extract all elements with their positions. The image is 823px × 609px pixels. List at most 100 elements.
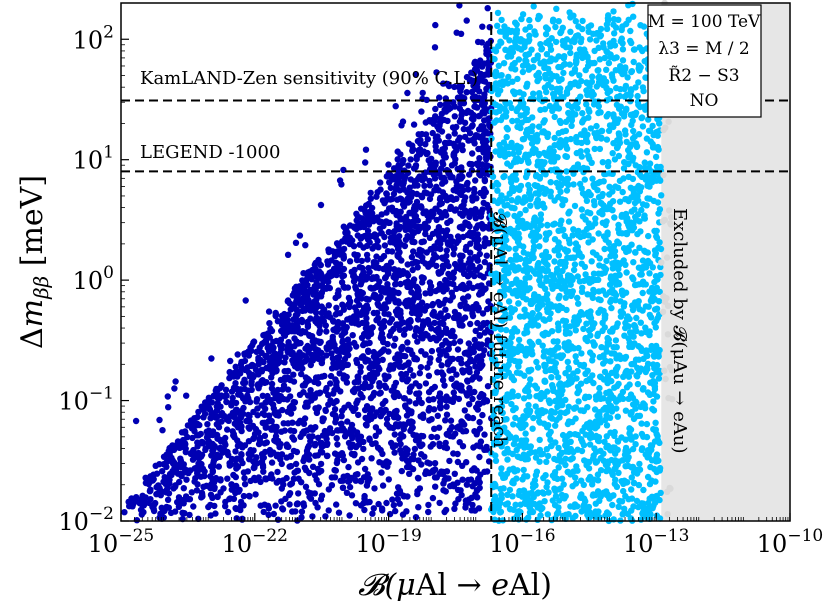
scatter-point bbox=[387, 184, 394, 192]
scatter-point bbox=[315, 374, 322, 381]
scatter-point bbox=[439, 159, 446, 166]
scatter-point bbox=[520, 199, 527, 206]
scatter-point bbox=[578, 253, 585, 260]
scatter-point bbox=[446, 457, 453, 465]
scatter-point bbox=[567, 28, 574, 35]
scatter-point bbox=[411, 445, 419, 453]
scatter-point bbox=[449, 433, 457, 440]
scatter-point bbox=[334, 321, 341, 329]
scatter-point bbox=[445, 82, 453, 90]
scatter-point bbox=[226, 368, 233, 376]
scatter-point bbox=[518, 15, 525, 23]
scatter-point bbox=[483, 397, 490, 404]
scatter-point bbox=[395, 289, 402, 297]
scatter-point bbox=[431, 251, 438, 258]
scatter-point bbox=[333, 459, 341, 467]
scatter-point bbox=[463, 459, 470, 466]
scatter-point bbox=[417, 328, 424, 335]
scatter-point bbox=[639, 84, 647, 91]
scatter-point bbox=[297, 328, 304, 335]
scatter-point bbox=[431, 44, 439, 51]
scatter-point bbox=[467, 476, 475, 483]
scatter-point bbox=[579, 110, 586, 117]
scatter-point bbox=[551, 220, 558, 227]
scatter-point bbox=[350, 223, 358, 231]
scatter-point bbox=[234, 351, 241, 358]
scatter-point bbox=[473, 467, 480, 474]
scatter-point bbox=[314, 504, 321, 511]
scatter-point bbox=[481, 258, 488, 266]
scatter-point bbox=[445, 262, 452, 270]
scatter-point bbox=[452, 314, 459, 321]
scatter-point bbox=[595, 67, 602, 74]
scatter-point bbox=[581, 176, 588, 183]
scatter-point bbox=[364, 479, 371, 486]
scatter-point bbox=[463, 481, 471, 488]
scatter-point bbox=[335, 509, 343, 516]
scatter-point bbox=[484, 468, 491, 475]
scatter-point bbox=[634, 380, 642, 388]
scatter-point bbox=[351, 452, 358, 459]
scatter-point bbox=[551, 134, 558, 142]
scatter-point bbox=[384, 296, 392, 303]
scatter-point bbox=[336, 370, 343, 377]
scatter-point bbox=[492, 148, 499, 155]
scatter-point bbox=[442, 306, 449, 313]
scatter-point bbox=[363, 403, 371, 410]
scatter-point bbox=[407, 418, 415, 425]
scatter-point bbox=[410, 248, 417, 255]
scatter-point bbox=[483, 156, 490, 163]
scatter-point bbox=[476, 155, 483, 162]
scatter-point bbox=[620, 245, 628, 252]
scatter-point bbox=[407, 156, 414, 163]
scatter-point bbox=[469, 284, 477, 291]
scatter-point bbox=[263, 439, 270, 446]
scatter-point bbox=[462, 194, 469, 201]
scatter-point bbox=[217, 477, 224, 484]
scatter-point bbox=[532, 403, 539, 410]
scatter-point bbox=[441, 382, 448, 389]
scatter-point bbox=[317, 293, 325, 300]
scatter-point bbox=[470, 374, 477, 381]
scatter-point bbox=[322, 322, 329, 329]
scatter-point bbox=[381, 318, 388, 325]
scatter-point bbox=[579, 17, 586, 25]
scatter-point bbox=[438, 319, 445, 327]
scatter-point bbox=[163, 486, 170, 494]
scatter-point bbox=[155, 482, 162, 489]
scatter-point bbox=[340, 375, 347, 382]
scatter-point bbox=[443, 247, 450, 254]
scatter-point bbox=[435, 325, 442, 332]
scatter-point bbox=[380, 462, 387, 469]
scatter-point bbox=[603, 84, 610, 92]
scatter-point bbox=[296, 352, 304, 360]
scatter-point bbox=[186, 496, 194, 503]
scatter-point bbox=[363, 202, 370, 209]
scatter-point bbox=[464, 305, 472, 312]
scatter-point bbox=[468, 161, 475, 168]
scatter-point bbox=[357, 220, 364, 228]
scatter-point bbox=[349, 441, 356, 448]
scatter-point bbox=[197, 473, 205, 480]
scatter-point bbox=[230, 495, 238, 502]
scatter-point bbox=[530, 3, 537, 10]
scatter-point bbox=[301, 307, 309, 314]
scatter-point bbox=[477, 189, 484, 197]
scatter-point bbox=[402, 403, 409, 410]
scatter-point bbox=[304, 450, 311, 457]
scatter-point bbox=[335, 242, 342, 249]
scatter-point bbox=[284, 374, 292, 381]
scatter-point bbox=[416, 370, 423, 377]
scatter-point bbox=[531, 291, 538, 298]
scatter-point bbox=[555, 326, 562, 334]
scatter-point bbox=[481, 431, 488, 438]
scatter-point bbox=[416, 173, 423, 180]
scatter-point bbox=[612, 24, 620, 31]
scatter-point bbox=[464, 392, 471, 399]
scatter-point bbox=[333, 501, 340, 508]
scatter-point bbox=[213, 407, 221, 414]
scatter-point bbox=[392, 103, 399, 110]
scatter-point bbox=[596, 209, 603, 216]
scatter-point bbox=[619, 57, 627, 64]
scatter-point bbox=[358, 278, 366, 285]
